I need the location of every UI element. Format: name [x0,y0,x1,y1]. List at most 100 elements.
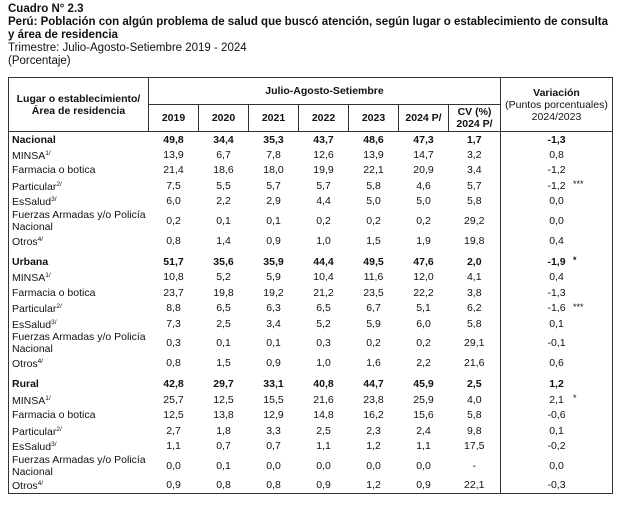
cell-value: 0,9 [166,479,181,492]
value-cell: 3,4 [249,316,299,331]
significance-flag: *** [573,301,584,312]
cell-value: 18,0 [263,164,284,177]
cell-value: 7,3 [166,317,181,330]
value-cell: 0,7 [199,438,249,453]
row-label-cell: Farmacia o botica [9,407,149,422]
header: Cuadro N° 2.3 Perú: Población con algún … [8,3,612,68]
variation-cell: -0,1 [500,331,613,356]
cell-value: 3,2 [466,149,482,162]
value-cell: 6,5 [299,301,349,316]
cell-value: 0,0 [316,459,331,472]
cell-value: 13,8 [213,409,234,422]
footnote-ref: 1/ [45,150,51,158]
cell-value: -1,2 [547,179,566,192]
cell-value: 2,7 [166,424,181,437]
value-cell: 22,1 [449,478,501,494]
table-row: MINSA1/13,9 6,7 7,8 12,6 13,9 14,7 3,2 0,8 [9,147,613,163]
value-cell: 6,7 [349,301,399,316]
variation-cell: -0,3 [500,477,613,494]
cell-value: 6,3 [266,302,281,315]
cell-value: -1,3 [547,133,566,146]
value-cell: 5,1 [399,301,449,316]
row-label-cell: Rural [9,371,149,392]
value-cell: 5,5 [199,178,249,193]
table-row: Otros4/0,9 0,8 0,8 0,9 1,2 0,9 22,1 -0,3 [9,477,613,494]
value-cell: 5,8 [449,194,501,209]
cell-value: 4,4 [316,195,331,208]
value-cell: 47,3 [399,132,449,148]
value-cell: 19,8 [449,233,501,248]
cell-value: 0,4 [549,271,564,284]
value-cell: 0,9 [249,233,299,248]
value-cell: 44,4 [299,248,349,269]
cell-value: 47,6 [413,256,434,269]
cell-value: 29,2 [464,214,485,227]
value-cell: 2,5 [299,423,349,438]
value-cell: 18,6 [199,163,249,178]
value-cell: 0,0 [299,454,349,478]
value-cell: 6,5 [199,301,249,316]
cell-value: 43,7 [313,133,334,146]
table-row: EsSalud3/7,3 2,5 3,4 5,2 5,9 6,0 5,8 0,1 [9,315,613,332]
table-header: Lugar o establecimiento/ Área de residen… [8,77,613,132]
cell-value: 2,2 [416,356,431,369]
row-label-cell: Otros4/ [9,233,149,248]
cell-value: 0,8 [166,356,181,369]
value-cell: 1,8 [199,423,249,438]
cell-value: 0,2 [366,337,381,350]
label-header-line: Lugar o establecimiento/ [16,92,141,105]
value-cell: 7,8 [249,147,299,162]
value-cell: 21,6 [299,392,349,407]
cell-value: 1,5 [366,234,381,247]
cell-value: 1,0 [316,356,331,369]
cell-value: 29,7 [213,378,234,391]
value-cell: 0,1 [199,454,249,478]
column-header: 2023 [348,104,399,132]
value-cell: 17,5 [449,438,501,453]
value-cell: 0,2 [399,331,449,355]
value-cell: 21,4 [149,163,199,178]
cell-value: 1,1 [166,439,181,452]
value-cell: 25,9 [399,392,449,407]
variation-cell: 0,0 [500,193,613,209]
cell-value: 0,1 [266,337,281,350]
cell-value: 2,5 [216,317,231,330]
cell-value: 1,4 [216,234,231,247]
value-cell: 2,5 [199,316,249,331]
cell-value: 12,5 [213,393,234,406]
row-label: Particular [12,425,57,438]
period: Trimestre: Julio-Agosto-Setiembre 2019 -… [8,42,247,54]
value-cell: 15,6 [399,407,449,422]
cell-value: 29,1 [464,337,485,350]
variation-cell: 0,0 [500,208,613,233]
value-cell: 1,4 [199,233,249,248]
value-cell: 19,2 [249,285,299,300]
significance-flag: *** [573,179,584,190]
value-cell: 4,0 [449,392,501,407]
value-cell: 0,2 [149,209,199,233]
row-label-cell: MINSA1/ [9,392,149,407]
row-label-cell: Particular2/ [9,178,149,193]
value-cell: 0,1 [249,331,299,355]
value-cell: 0,0 [349,454,399,478]
cell-value: 1,7 [466,133,482,146]
footnote-ref: 4/ [37,357,44,365]
cell-value: 0,8 [266,479,281,492]
cell-value: 35,3 [263,133,284,146]
row-label-cell: EsSalud3/ [9,438,149,453]
cell-value: 0,2 [316,214,331,227]
cell-value: 1,0 [316,234,331,247]
cell-value: 6,5 [316,302,331,315]
row-label: Otros [12,235,38,248]
cell-value: 0,9 [266,234,281,247]
cell-value: -0,2 [547,439,566,452]
footnote-ref: 2/ [56,303,62,311]
cell-value: 5,7 [466,179,482,192]
cell-value: 23,8 [363,393,384,406]
cell-value: 19,9 [313,164,334,177]
value-cell: 48,6 [349,132,399,148]
table-row: EsSalud3/6,0 2,2 2,9 4,4 5,0 5,0 5,8 0,0 [9,193,613,209]
cell-value: 3,4 [466,164,482,177]
value-cell: 2,2 [399,355,449,370]
